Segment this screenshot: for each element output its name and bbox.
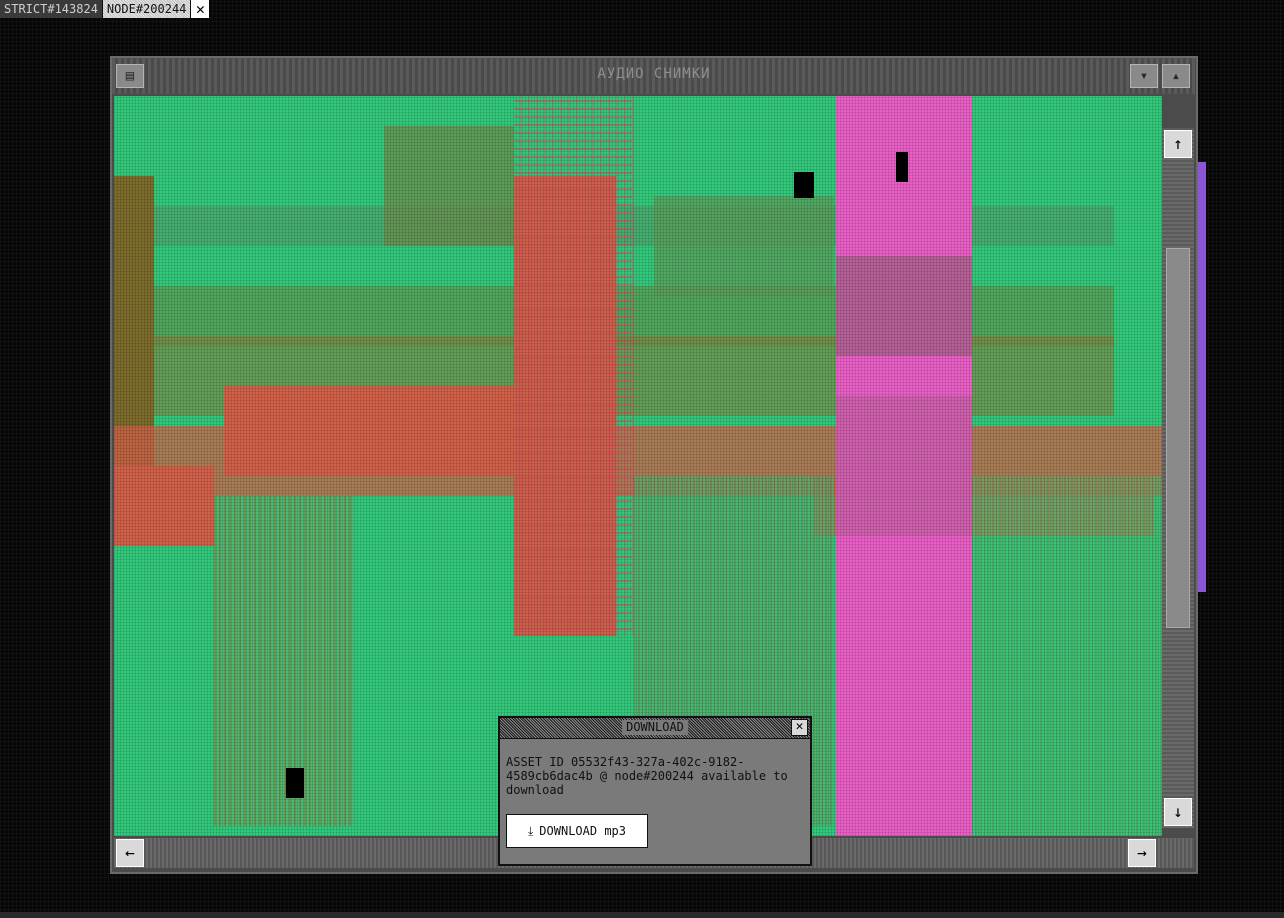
scroll-left-icon[interactable]: ←: [116, 839, 144, 867]
footer-strip: [0, 912, 1284, 918]
download-button-label: DOWNLOAD mp3: [539, 824, 626, 838]
dialog-title: DOWNLOAD: [622, 720, 688, 735]
scroll-right-icon[interactable]: →: [1128, 839, 1156, 867]
glitch-band: [514, 176, 616, 636]
tab-strip: STRICT#143824 NODE#200244 ✕: [0, 0, 210, 18]
vertical-scroll-thumb[interactable]: [1166, 248, 1190, 628]
glitch-band: [972, 476, 1162, 836]
scroll-up-icon[interactable]: ↑: [1164, 130, 1192, 158]
dialog-titlebar: DOWNLOAD ✕: [500, 718, 810, 739]
glitch-sprite: [286, 768, 304, 798]
glitch-band: [114, 466, 214, 546]
purple-glitch-bar: [1198, 162, 1206, 592]
viewer-menu-icon[interactable]: ▤: [116, 64, 144, 88]
viewer-maximize-icon[interactable]: ▴: [1162, 64, 1190, 88]
tab-close-icon[interactable]: ✕: [191, 0, 210, 18]
glitch-band: [836, 396, 972, 536]
download-dialog: DOWNLOAD ✕ ASSET ID 05532f43-327a-402c-9…: [498, 716, 812, 866]
viewer-title: АУДИО СНИМКИ: [597, 66, 711, 82]
glitch-sprite: [896, 152, 908, 182]
glitch-band: [384, 126, 514, 246]
viewer-titlebar: АУДИО СНИМКИ ▤ ▾ ▴: [112, 58, 1196, 94]
glitch-sprite: [794, 172, 814, 198]
download-mp3-button[interactable]: ⤓ DOWNLOAD mp3: [506, 814, 648, 848]
viewer-minimize-icon[interactable]: ▾: [1130, 64, 1158, 88]
glitch-band: [836, 256, 972, 356]
scroll-down-icon[interactable]: ↓: [1164, 798, 1192, 826]
download-icon: ⤓: [527, 824, 534, 838]
glitch-band: [214, 496, 354, 826]
vertical-scrollbar[interactable]: ↑ ↓: [1162, 128, 1194, 828]
dialog-message: ASSET ID 05532f43-327a-402c-9182-4589cb6…: [506, 755, 788, 797]
tab-strict[interactable]: STRICT#143824: [0, 0, 103, 18]
tab-node[interactable]: NODE#200244: [102, 0, 192, 18]
dialog-close-icon[interactable]: ✕: [791, 719, 808, 736]
glitch-band: [514, 96, 634, 636]
glitch-band: [654, 196, 834, 296]
